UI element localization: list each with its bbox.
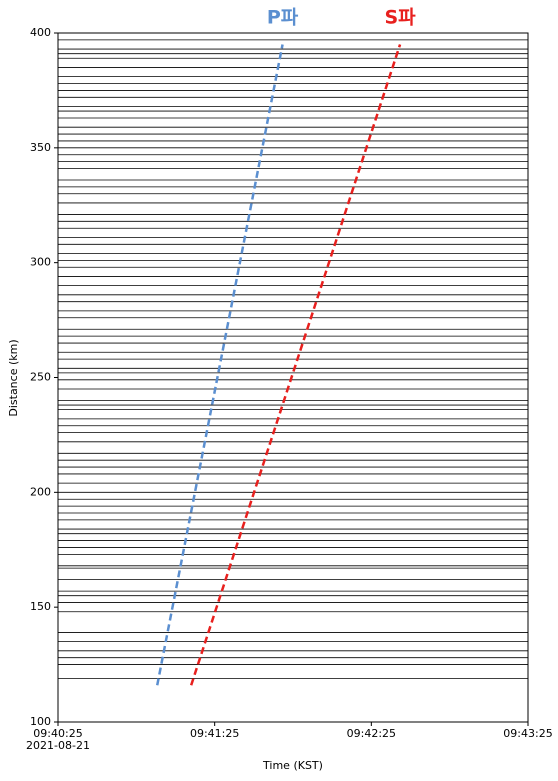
y-tick-label: 150 bbox=[30, 600, 51, 613]
x-tick-label: 09:42:25 bbox=[347, 727, 396, 740]
x-tick-label: 09:43:25 bbox=[503, 727, 552, 740]
plot-frame bbox=[57, 32, 529, 723]
y-tick-label: 200 bbox=[30, 485, 51, 498]
x-date-label: 2021-08-21 bbox=[26, 739, 90, 752]
x-axis-title: Time (KST) bbox=[262, 759, 323, 772]
y-tick-label: 100 bbox=[30, 715, 51, 728]
y-tick-label: 250 bbox=[30, 371, 51, 384]
phase-label: S파 bbox=[384, 7, 416, 29]
y-axis-title: Distance (km) bbox=[7, 339, 20, 416]
y-tick-label: 300 bbox=[30, 256, 51, 269]
y-tick-label: 350 bbox=[30, 141, 51, 154]
x-tick-label: 09:40:25 bbox=[33, 727, 82, 740]
y-tick-label: 400 bbox=[30, 26, 51, 39]
x-tick-label: 09:41:25 bbox=[190, 727, 239, 740]
phase-label: P파 bbox=[267, 7, 299, 29]
phase-line bbox=[189, 44, 402, 686]
phase-line bbox=[155, 44, 284, 686]
